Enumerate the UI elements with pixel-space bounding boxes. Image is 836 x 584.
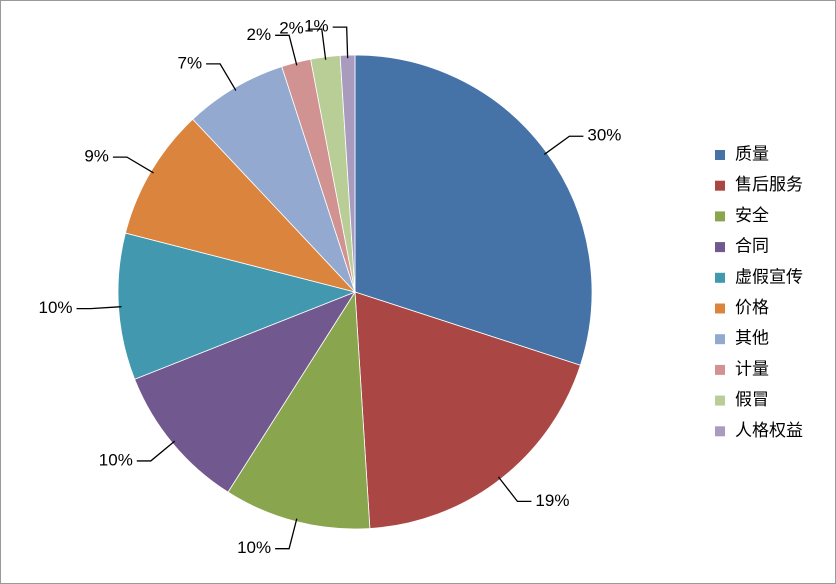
data-label: 10%: [38, 298, 72, 317]
legend-label: 其他: [735, 329, 769, 348]
legend-label: 虚假宣传: [735, 267, 803, 286]
data-label: 2%: [279, 19, 304, 38]
leader-line: [136, 440, 176, 462]
legend-label: 质量: [735, 144, 769, 163]
leader-line: [497, 476, 532, 503]
data-label: 10%: [99, 450, 133, 469]
leader-line: [543, 135, 584, 155]
leader-line: [332, 26, 349, 59]
leader-line: [307, 28, 327, 60]
legend-swatch: [715, 364, 725, 375]
leader-line: [275, 34, 298, 66]
data-label: 7%: [178, 53, 203, 72]
legend-swatch: [715, 334, 725, 345]
legend-swatch: [715, 272, 725, 283]
legend-swatch: [715, 395, 725, 406]
legend-swatch: [715, 180, 725, 191]
leader-line: [112, 156, 154, 174]
legend-swatch: [715, 150, 725, 160]
data-label: 2%: [247, 25, 272, 44]
legend-swatch: [715, 211, 725, 222]
legend-swatch: [715, 303, 725, 314]
legend-swatch: [715, 242, 725, 253]
data-label: 19%: [535, 491, 569, 510]
legend-label: 假冒: [735, 390, 769, 409]
legend-swatch: [715, 426, 725, 437]
data-label: 9%: [84, 147, 109, 166]
legend-label: 计量: [735, 359, 769, 378]
data-label: 1%: [304, 17, 329, 36]
legend-label: 安全: [735, 206, 769, 225]
leader-line: [76, 306, 122, 310]
leader-line: [206, 63, 237, 91]
data-label: 30%: [587, 126, 621, 145]
legend-label: 售后服务: [735, 175, 803, 194]
leader-line: [275, 518, 298, 550]
legend-label: 人格权益: [735, 421, 803, 440]
legend-label: 合同: [735, 237, 769, 256]
data-label: 10%: [237, 538, 271, 557]
legend-label: 价格: [735, 298, 769, 317]
